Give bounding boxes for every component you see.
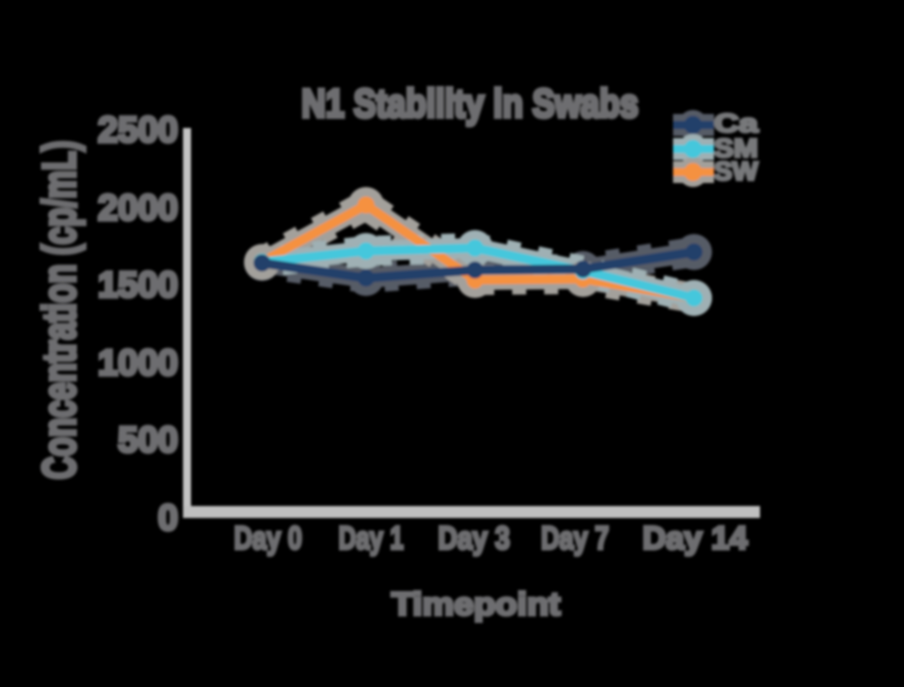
svg-text:1000: 1000 bbox=[98, 342, 178, 383]
svg-text:Day 14: Day 14 bbox=[643, 520, 748, 556]
svg-text:Timepoint: Timepoint bbox=[392, 586, 561, 622]
svg-text:Ca: Ca bbox=[714, 108, 759, 138]
svg-text:SM: SM bbox=[714, 133, 758, 163]
svg-text:Concentration (cp/mL): Concentration (cp/mL) bbox=[33, 141, 85, 480]
svg-text:500: 500 bbox=[118, 419, 178, 460]
svg-text:2000: 2000 bbox=[98, 187, 178, 228]
svg-text:SW: SW bbox=[714, 156, 758, 186]
svg-text:N1 Stability in Swabs: N1 Stability in Swabs bbox=[302, 82, 639, 126]
svg-text:1500: 1500 bbox=[98, 264, 178, 305]
svg-text:2500: 2500 bbox=[98, 109, 178, 150]
svg-text:Day 0: Day 0 bbox=[234, 520, 302, 556]
svg-text:Day 3: Day 3 bbox=[438, 520, 510, 556]
svg-text:Day 7: Day 7 bbox=[541, 520, 609, 556]
svg-text:0: 0 bbox=[158, 497, 178, 538]
svg-text:Day 1: Day 1 bbox=[339, 520, 404, 556]
